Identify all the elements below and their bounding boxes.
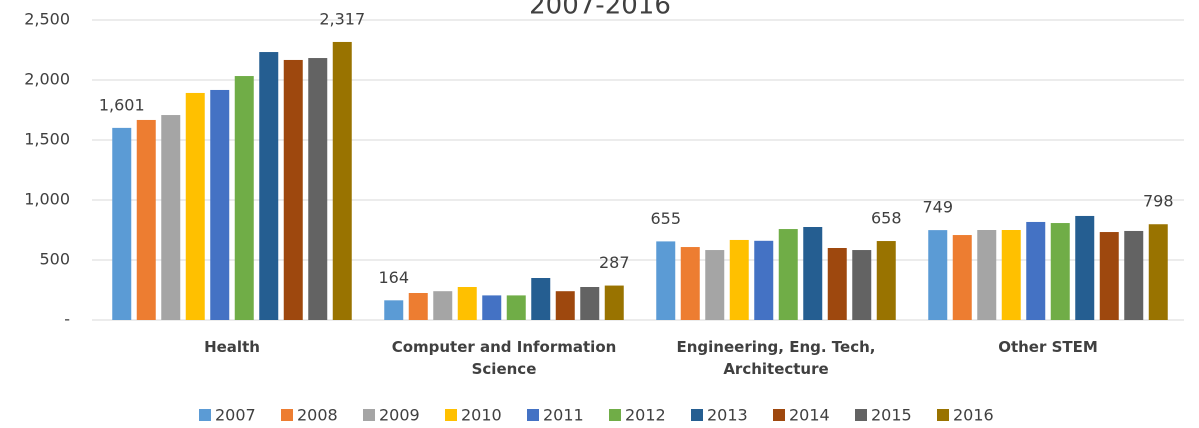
data-label: 287 [599,253,630,272]
bar [482,295,502,320]
bar [803,227,823,320]
x-tick-label: Engineering, Eng. Tech, Architecture [676,338,876,378]
legend-label: 2011 [543,406,584,425]
legend-swatch [773,409,785,421]
bar [656,241,676,320]
legend-swatch [609,409,621,421]
bar [384,300,404,320]
bar [433,291,453,320]
bar [977,230,997,320]
y-tick-label: 1,000 [24,190,70,209]
legend-swatch [937,409,949,421]
bar [1075,215,1095,320]
y-tick-label: 2,000 [24,70,70,89]
legend-swatch [363,409,375,421]
chart-title: 2007-2016 [529,0,671,21]
data-label: 2,317 [319,9,365,28]
bar [506,295,526,320]
bar [112,127,132,320]
x-tick-label: Health [204,338,260,356]
legend-swatch [527,409,539,421]
legend-label: 2009 [379,406,420,425]
bar [408,293,428,320]
data-label: 658 [871,209,902,228]
legend-label: 2013 [707,406,748,425]
bar [457,287,477,320]
y-tick-label: 2,500 [24,10,70,29]
data-label: 164 [378,268,409,287]
bar [283,59,303,321]
bar [161,115,181,320]
bar [1026,221,1046,320]
bar [705,250,725,320]
bar [876,241,896,320]
y-tick-label: - [64,310,70,329]
bar [580,287,600,320]
bar [1099,232,1119,320]
bar [604,285,624,320]
bar [210,89,230,321]
bar [259,52,279,320]
bar [1124,230,1144,320]
x-tick-label: Other STEM [998,338,1098,356]
y-tick-label: 1,500 [24,130,70,149]
bar [332,41,352,321]
bar [680,247,700,320]
bar [308,58,328,320]
legend-swatch [281,409,293,421]
bar [234,76,254,320]
legend-swatch [445,409,457,421]
bar [827,248,847,320]
bar [852,250,872,320]
y-tick-label: 500 [39,250,70,269]
legend-label: 2015 [871,406,912,425]
bar [778,229,798,320]
legend-swatch [855,409,867,421]
bar [1001,230,1021,320]
legend-label: 2014 [789,406,830,425]
data-label: 655 [650,209,681,228]
data-label: 749 [922,198,953,217]
x-tick-label: Computer and Information Science [391,338,617,378]
bar [729,239,749,320]
bar [1148,224,1168,320]
legend-label: 2008 [297,406,338,425]
bar [754,240,774,320]
bar [136,119,156,321]
bar [1050,223,1070,320]
legend-label: 2007 [215,406,256,425]
legend-label: 2016 [953,406,994,425]
bar [555,291,575,320]
bar [185,92,205,321]
legend-swatch [199,409,211,421]
data-label: 1,601 [99,95,145,114]
legend-label: 2010 [461,406,502,425]
bar [928,230,948,320]
legend-swatch [691,409,703,421]
bar [531,278,551,320]
data-label: 798 [1143,192,1174,211]
legend-label: 2012 [625,406,666,425]
bar [952,235,972,320]
